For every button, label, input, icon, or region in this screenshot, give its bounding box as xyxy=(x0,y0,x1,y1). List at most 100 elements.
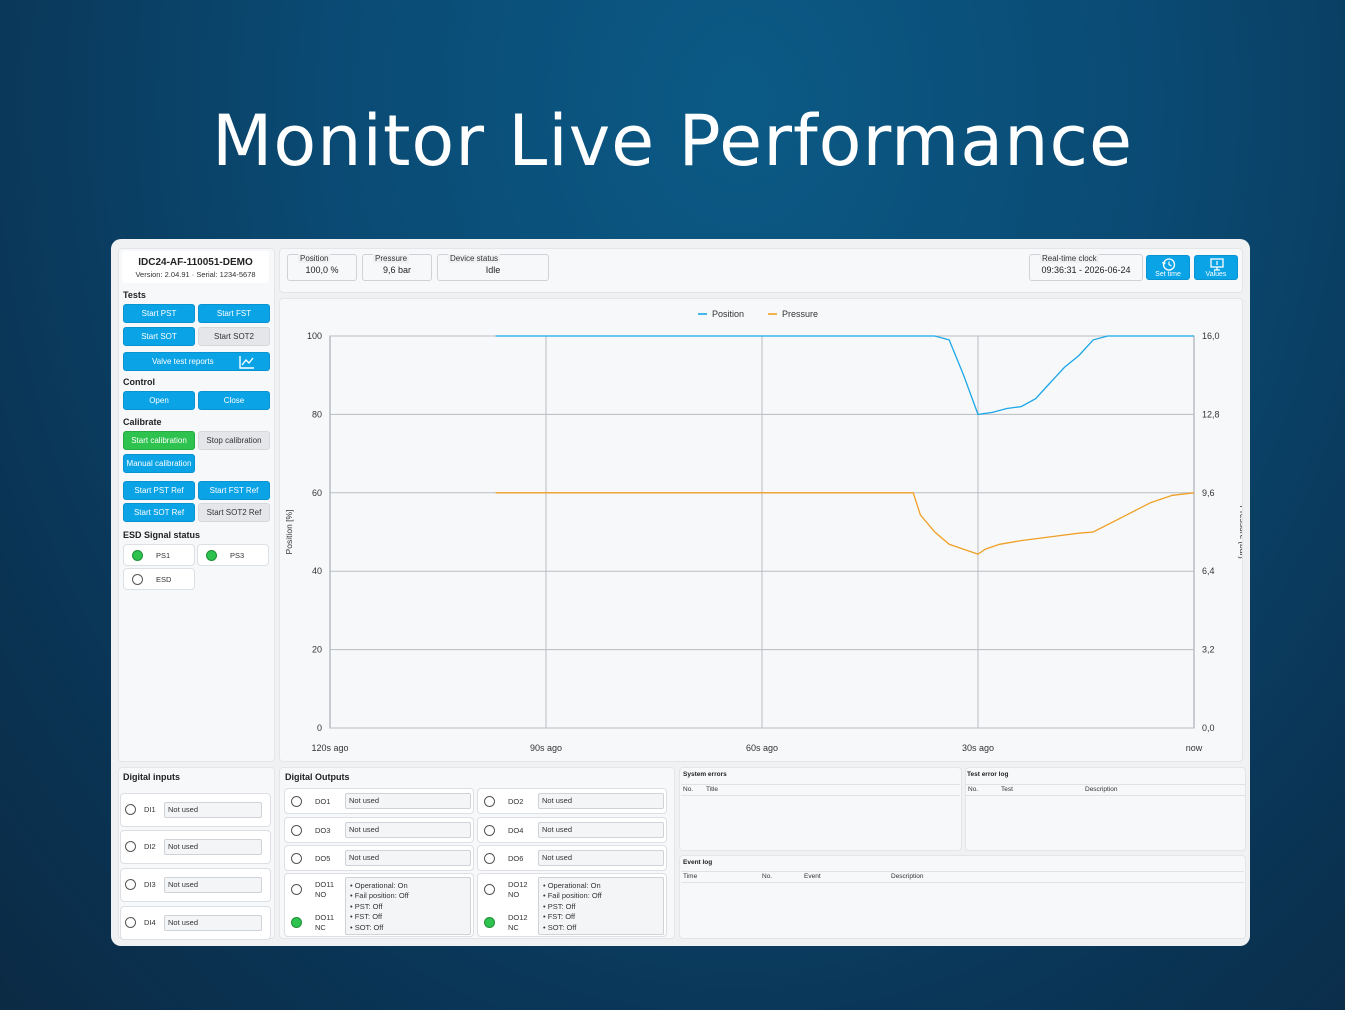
digital-output-value: Not used xyxy=(345,793,471,809)
digital-input-indicator xyxy=(125,879,136,890)
y-tick-label: 100 xyxy=(307,331,322,341)
app-window: IDC24-AF-110051-DEMO Version: 2.04.91 · … xyxy=(111,239,1250,946)
start-sot2-button[interactable]: Start SOT2 xyxy=(198,327,270,346)
real-time-clock-label: Real-time clock xyxy=(1040,254,1099,263)
digital-output-status-line: • Operational: On xyxy=(543,881,601,890)
y2-tick-label: 6,4 xyxy=(1202,566,1215,576)
digital-output-status-line: • Fail position: Off xyxy=(543,891,602,901)
x-tick-label: 120s ago xyxy=(311,743,348,753)
digital-output-name: DO4 xyxy=(508,826,524,835)
digital-output-no-tag: NO xyxy=(315,890,327,899)
esd-signal-ps1: PS1 xyxy=(123,544,195,566)
legend-label-position: Position xyxy=(712,309,744,319)
y2-tick-label: 3,2 xyxy=(1202,645,1215,655)
event-log-title: Event log xyxy=(683,859,713,866)
digital-output-nc-tag: NC xyxy=(508,923,519,932)
event-log-header: Time No. Event Description xyxy=(681,871,1244,883)
system-errors-title: System errors xyxy=(683,771,727,778)
live-chart: 0 20 40 60 80 100 0,0 3,2 6,4 9,6 12,8 16,0 120s ago… xyxy=(284,309,1242,753)
start-sot2-ref-button[interactable]: Start SOT2 Ref xyxy=(198,503,270,522)
ps3-indicator xyxy=(206,550,217,561)
digital-output-status-line: • SOT: Off xyxy=(543,922,577,932)
x-tick-label: 60s ago xyxy=(746,743,778,753)
start-pst-ref-button[interactable]: Start PST Ref xyxy=(123,481,195,500)
position-readout: Position 100,0 % xyxy=(287,254,357,281)
digital-output-group: DO12 NO DO12 NC • Operational: On • Fail … xyxy=(477,873,667,937)
y2-tick-label: 16,0 xyxy=(1202,331,1220,341)
start-pst-button[interactable]: Start PST xyxy=(123,304,195,323)
digital-output-status-line: • SOT: Off xyxy=(350,922,384,932)
system-errors-col-title: Title xyxy=(706,786,719,793)
values-button[interactable]: Values xyxy=(1194,255,1238,280)
valve-test-reports-button[interactable]: Valve test reports xyxy=(123,352,270,371)
digital-output-nc-name: DO12 xyxy=(508,913,528,922)
chart-icon xyxy=(239,356,254,369)
monitor-icon xyxy=(1210,258,1224,271)
digital-input-name: DI4 xyxy=(144,918,156,927)
digital-output-no-indicator xyxy=(291,884,302,895)
y-tick-label: 0 xyxy=(317,723,322,733)
close-button[interactable]: Close xyxy=(198,391,270,410)
digital-input-indicator xyxy=(125,841,136,852)
digital-output-name: DO6 xyxy=(508,854,524,863)
series-line-pressure xyxy=(495,492,1195,555)
digital-output-no-indicator xyxy=(484,884,495,895)
pressure-readout: Pressure 9,6 bar xyxy=(362,254,432,281)
event-log-col-event: Event xyxy=(804,873,821,880)
digital-output-status-line: • FST: Off xyxy=(350,912,383,922)
esd-indicator xyxy=(132,574,143,585)
open-button[interactable]: Open xyxy=(123,391,195,410)
digital-output-value: Not used xyxy=(538,793,664,809)
event-log-panel xyxy=(679,855,1246,939)
stop-calibration-button[interactable]: Stop calibration xyxy=(198,431,270,450)
start-sot-button[interactable]: Start SOT xyxy=(123,327,195,346)
y2-tick-label: 12,8 xyxy=(1202,409,1220,419)
digital-output-no-name: DO11 xyxy=(315,880,335,889)
values-label: Values xyxy=(1205,271,1227,278)
digital-output-value: Not used xyxy=(538,850,664,866)
esd-title: ESD Signal status xyxy=(123,530,201,540)
event-log-col-no: No. xyxy=(762,873,773,880)
test-error-log-col-test: Test xyxy=(1001,786,1013,793)
system-errors-panel xyxy=(679,767,962,851)
digital-input-indicator xyxy=(125,917,136,928)
chart-panel: 0 20 40 60 80 100 0,0 3,2 6,4 9,6 12,8 16,0 120s ago… xyxy=(279,298,1243,762)
digital-output-status-line: • PST: Off xyxy=(350,901,383,911)
set-time-button[interactable]: Set time xyxy=(1146,255,1190,280)
digital-output-no-name: DO12 xyxy=(508,880,528,889)
event-log-col-time: Time xyxy=(683,873,698,880)
y-tick-label: 60 xyxy=(312,488,322,498)
digital-output-row: DO4 Not used xyxy=(477,817,667,843)
esd-signal-esd: ESD xyxy=(123,568,195,590)
digital-output-indicator xyxy=(484,825,495,836)
start-fst-button[interactable]: Start FST xyxy=(198,304,270,323)
test-error-log-col-no: No. xyxy=(968,786,979,793)
pressure-readout-label: Pressure xyxy=(373,254,410,263)
digital-output-nc-tag: NC xyxy=(315,923,326,932)
real-time-clock-value: 09:36:31 - 2026-06-24 xyxy=(1041,265,1131,275)
digital-output-indicator xyxy=(484,853,495,864)
tests-title: Tests xyxy=(123,290,146,300)
pressure-readout-value: 9,6 bar xyxy=(382,265,412,275)
start-calibration-button[interactable]: Start calibration xyxy=(123,431,195,450)
start-fst-ref-button[interactable]: Start FST Ref xyxy=(198,481,270,500)
esd-signal-ps3: PS3 xyxy=(197,544,269,566)
digital-output-name: DO3 xyxy=(315,826,331,835)
digital-output-indicator xyxy=(291,825,302,836)
digital-output-nc-indicator xyxy=(291,917,302,928)
position-readout-label: Position xyxy=(298,254,331,263)
ps3-label: PS3 xyxy=(230,551,245,560)
x-tick-label: 30s ago xyxy=(962,743,994,753)
digital-inputs-title: Digital inputs xyxy=(123,772,180,782)
x-tick-label: 90s ago xyxy=(530,743,562,753)
real-time-clock: Real-time clock 09:36:31 - 2026-06-24 xyxy=(1029,254,1143,281)
start-sot-ref-button[interactable]: Start SOT Ref xyxy=(123,503,195,522)
manual-calibration-button[interactable]: Manual calibration xyxy=(123,454,195,473)
digital-output-row: DO3 Not used xyxy=(284,817,474,843)
digital-input-value: Not used xyxy=(164,839,262,855)
set-time-label: Set time xyxy=(1155,271,1181,278)
device-id-card xyxy=(122,251,269,283)
ps1-label: PS1 xyxy=(156,551,171,560)
series-line-position xyxy=(495,335,1194,416)
digital-input-name: DI2 xyxy=(144,842,156,851)
